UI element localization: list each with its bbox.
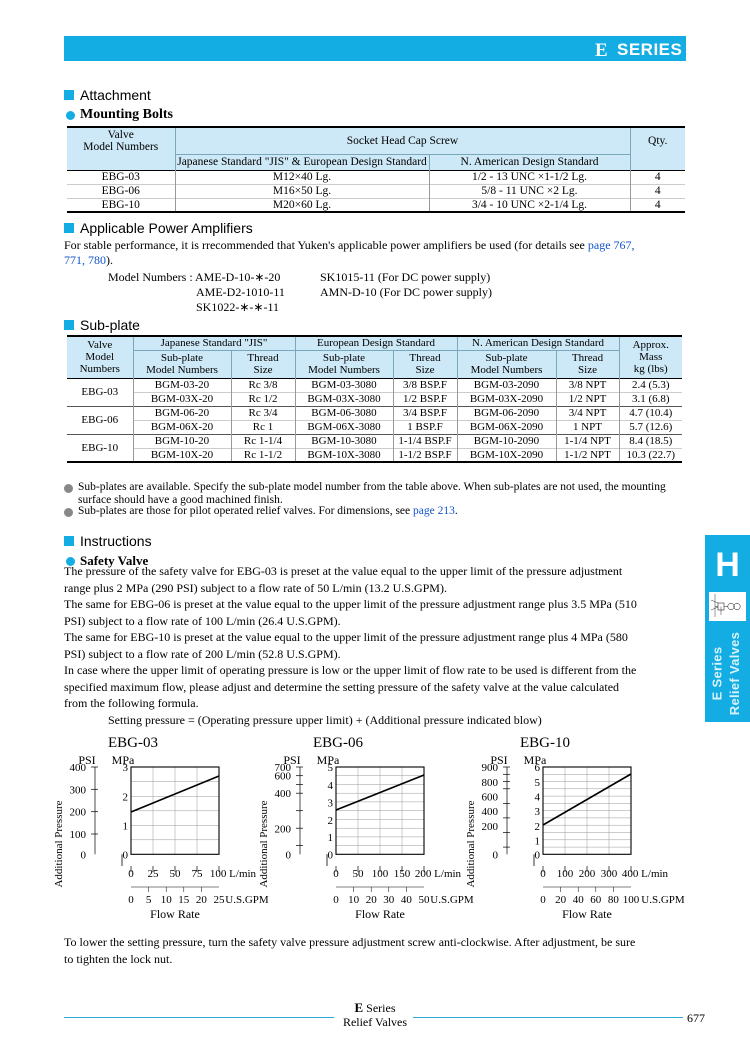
svg-text:EBG-03: EBG-03 [108,735,158,751]
svg-text:200: 200 [482,821,499,833]
svg-text:2: 2 [535,821,541,833]
svg-text:5: 5 [146,894,152,906]
svg-text:400 L/min: 400 L/min [622,868,669,880]
svg-text:0: 0 [328,850,334,862]
svg-text:10: 10 [161,894,173,906]
svg-text:40: 40 [401,894,413,906]
svg-text:60: 60 [590,894,602,906]
svg-text:0: 0 [123,850,129,862]
svg-text:EBG-10: EBG-10 [520,735,570,751]
svg-text:400: 400 [482,806,499,818]
svg-text:200: 200 [275,824,292,836]
svg-text:100: 100 [70,829,87,841]
svg-text:400: 400 [275,788,292,800]
svg-text:15: 15 [178,894,190,906]
svg-text:2: 2 [328,815,334,827]
svg-text:3: 3 [123,762,129,774]
svg-text:10: 10 [348,894,360,906]
svg-text:Additional Pressure: Additional Pressure [258,800,270,887]
svg-text:20: 20 [555,894,567,906]
svg-text:1: 1 [535,836,541,848]
svg-text:Flow Rate: Flow Rate [355,907,405,921]
svg-text:0: 0 [81,850,87,862]
svg-text:800: 800 [482,777,499,789]
svg-text:20: 20 [366,894,378,906]
svg-text:6: 6 [535,762,541,774]
svg-text:1: 1 [328,832,334,844]
svg-text:400: 400 [70,762,87,774]
svg-text:U.S.GPM: U.S.GPM [641,894,685,906]
svg-text:40: 40 [573,894,585,906]
svg-text:30: 30 [383,894,395,906]
svg-text:300: 300 [70,784,87,796]
svg-text:0: 0 [540,894,546,906]
svg-text:1: 1 [123,821,129,833]
svg-text:EBG-06: EBG-06 [313,735,363,751]
svg-text:600: 600 [275,771,292,783]
svg-text:0: 0 [333,894,339,906]
svg-text:200: 200 [70,807,87,819]
svg-text:5: 5 [535,777,541,789]
svg-text:80: 80 [608,894,620,906]
svg-text:Additional Pressure: Additional Pressure [465,800,477,887]
svg-text:900: 900 [482,762,499,774]
svg-text:0: 0 [128,894,134,906]
svg-text:20: 20 [196,894,208,906]
svg-text:Additional Pressure: Additional Pressure [53,800,65,887]
svg-text:5: 5 [328,762,334,774]
svg-text:0: 0 [493,850,499,862]
svg-text:3: 3 [535,806,541,818]
svg-text:Flow Rate: Flow Rate [562,907,612,921]
svg-text:2: 2 [123,792,129,804]
svg-text:0: 0 [535,850,541,862]
svg-text:3: 3 [328,797,334,809]
svg-text:0: 0 [286,850,292,862]
svg-text:4: 4 [535,792,541,804]
svg-text:4: 4 [328,780,334,792]
svg-text:Flow Rate: Flow Rate [150,907,200,921]
svg-text:100: 100 [623,894,640,906]
svg-text:600: 600 [482,792,499,804]
